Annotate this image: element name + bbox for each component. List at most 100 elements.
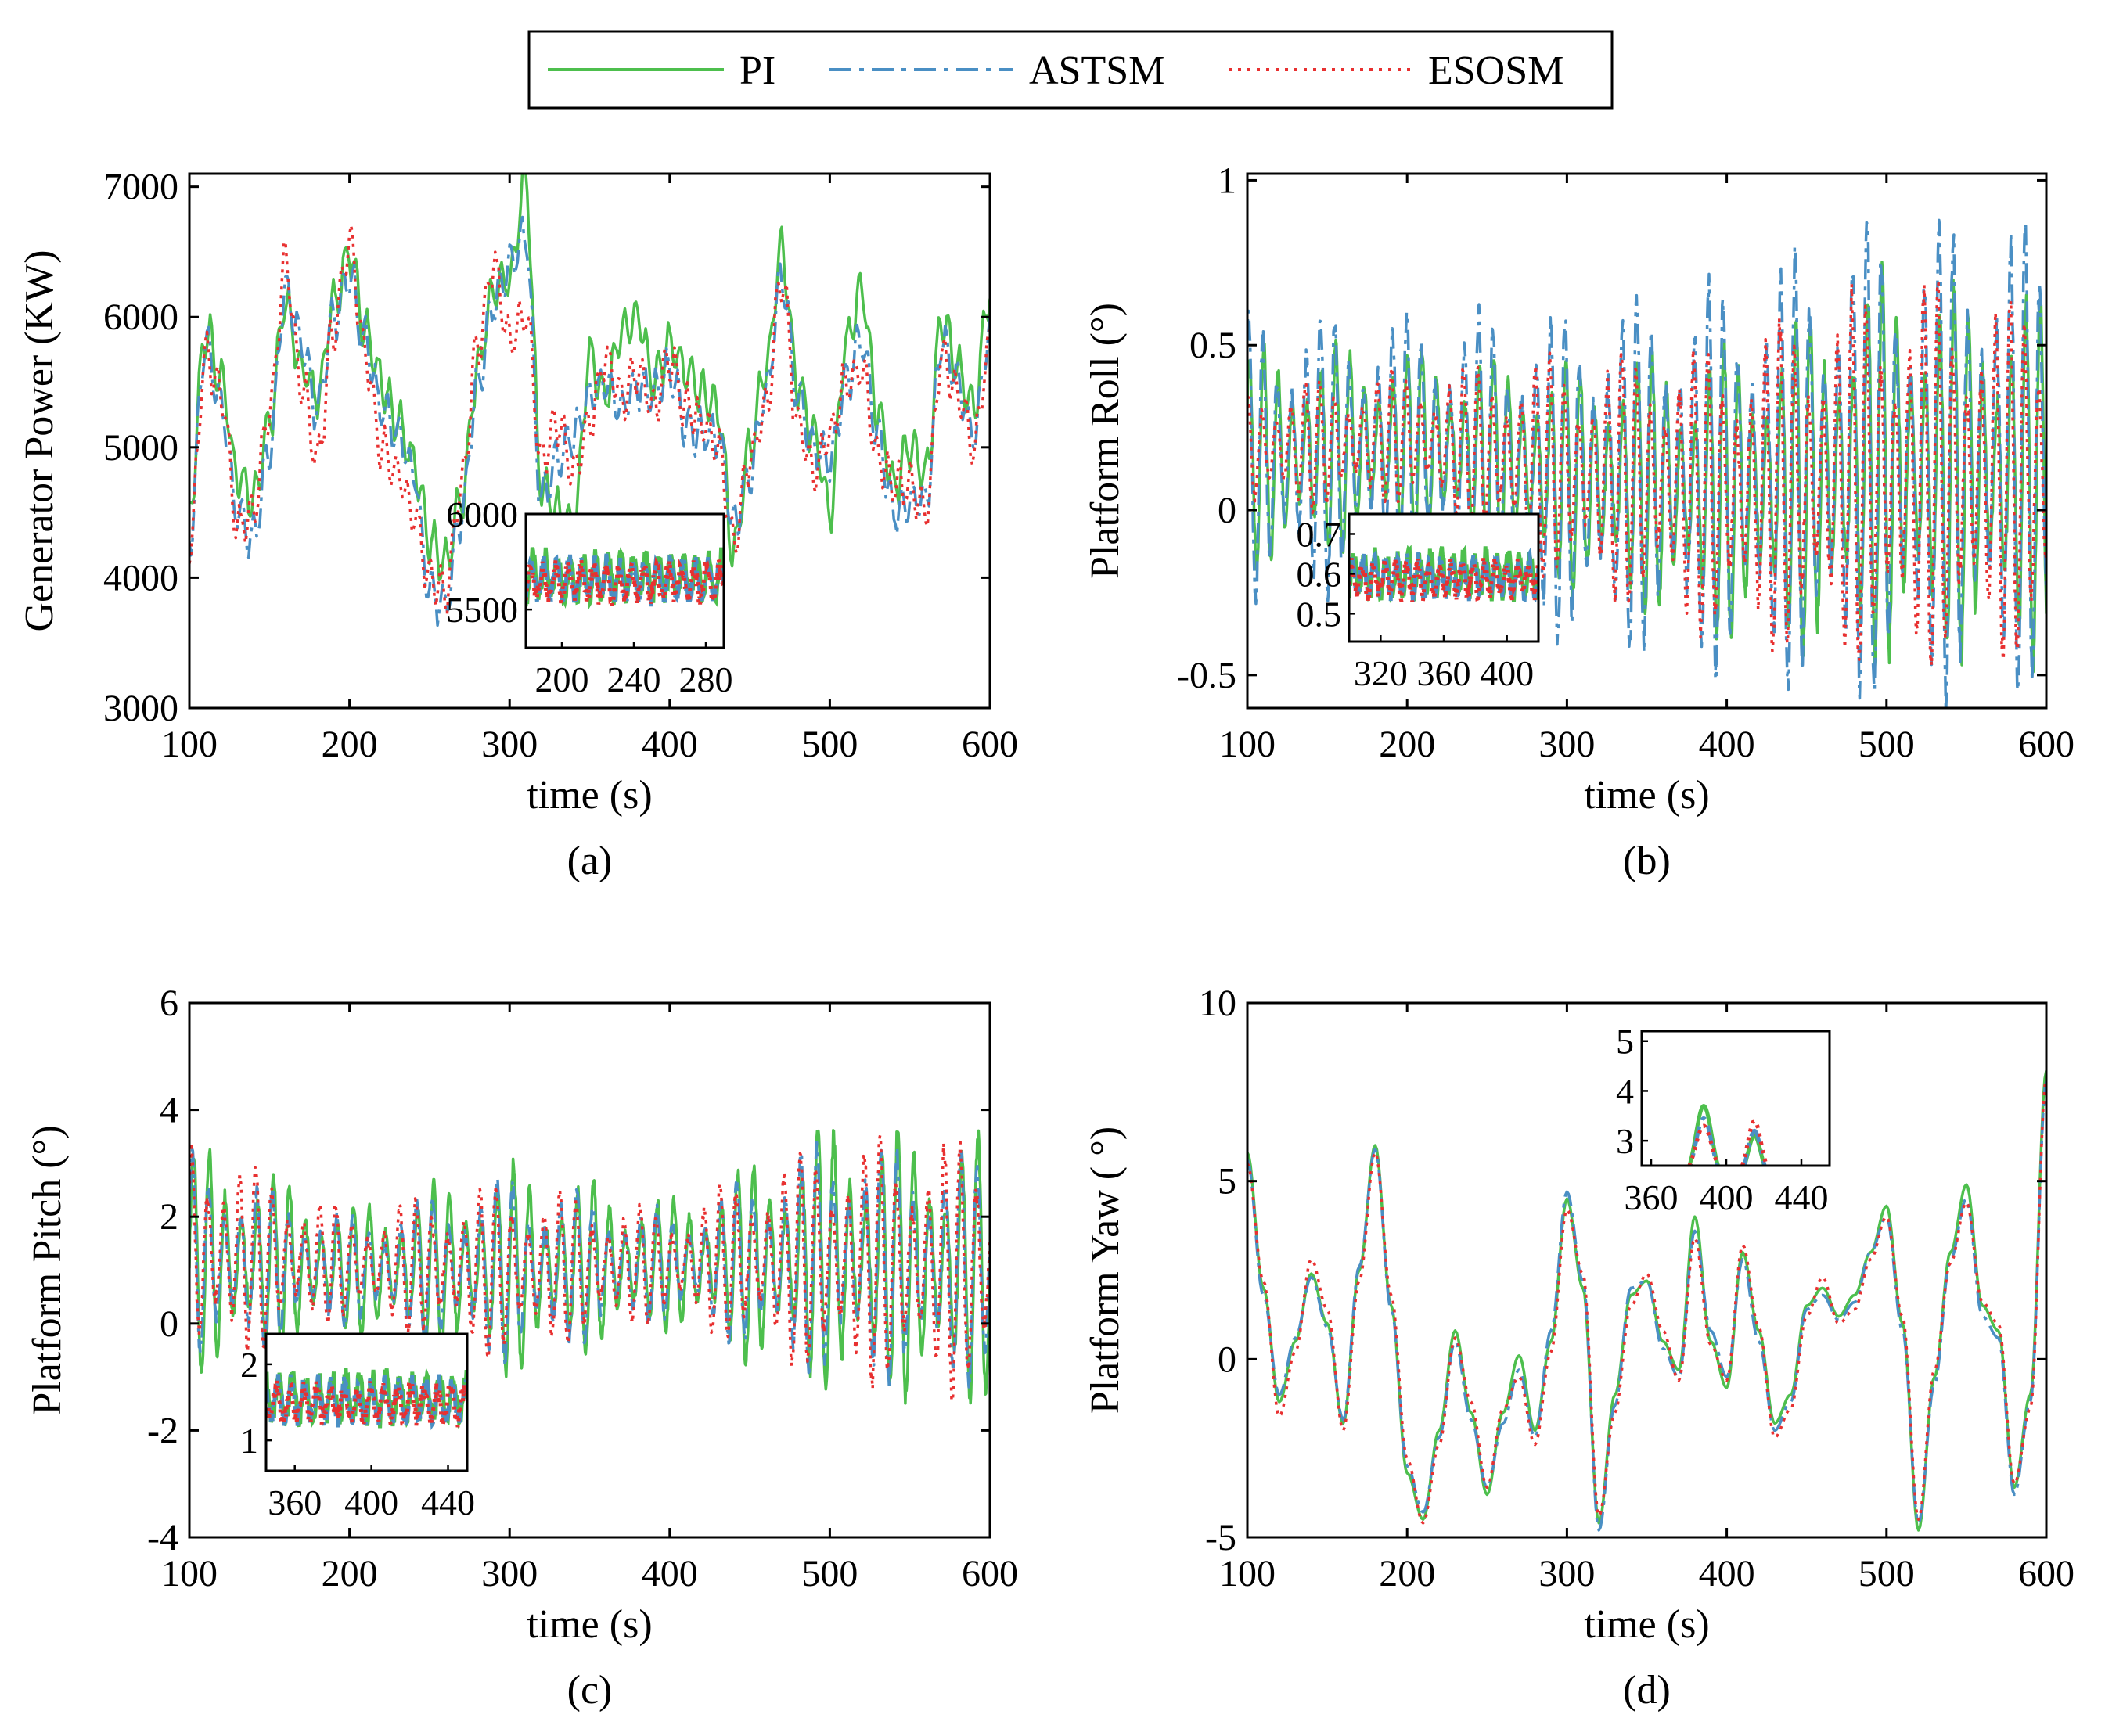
- y-tick-label: -0.5: [1177, 655, 1236, 696]
- x-tick-label: 100: [1219, 1553, 1276, 1594]
- y-axis-label: Platform Roll (°): [1083, 303, 1128, 579]
- inset-x-tick-label: 360: [1625, 1177, 1679, 1217]
- x-tick-label: 600: [2018, 1553, 2074, 1594]
- inset: 360 400 440 3 4 5: [1616, 1022, 1831, 1217]
- inset-x-tick-label: 360: [1417, 653, 1471, 693]
- y-tick-label: 0: [1218, 1339, 1236, 1380]
- inset-series-group: [266, 1367, 467, 1431]
- y-tick-label: 7000: [103, 167, 178, 208]
- x-tick-label: 500: [1859, 724, 1915, 765]
- x-tick-label: 500: [1859, 1553, 1915, 1594]
- inset-x-tick-label: 440: [421, 1483, 475, 1522]
- inset-y-tick-label: 5500: [446, 590, 518, 630]
- inset-x-tick-label: 280: [679, 660, 733, 699]
- legend-label-esosm: ESOSM: [1428, 49, 1563, 93]
- inset-x-tick-label: 440: [1775, 1177, 1829, 1217]
- axes-frame: [1246, 1001, 2048, 1539]
- x-tick-label: 200: [1379, 724, 1435, 765]
- x-tick-label: 500: [801, 724, 858, 765]
- panel-caption: (c): [567, 1668, 613, 1713]
- inset-x-tick-label: 200: [535, 660, 589, 699]
- inset-frame: [1640, 1030, 1831, 1167]
- y-tick-label: -2: [147, 1410, 178, 1451]
- y-tick-label: 5000: [103, 427, 178, 469]
- inset-y-tick-label: 3: [1616, 1121, 1634, 1161]
- inset-series-group: [526, 547, 724, 610]
- x-tick-label: 100: [161, 1553, 218, 1594]
- y-axis-label: Platform Pitch (°): [25, 1125, 70, 1414]
- legend: PI ASTSM ESOSM: [527, 30, 1614, 110]
- x-tick-label: 400: [642, 724, 698, 765]
- y-tick-label: 10: [1199, 983, 1236, 1024]
- x-tick-label: 200: [322, 1553, 378, 1594]
- y-tick-label: 6000: [103, 297, 178, 338]
- series-line-pi: [189, 174, 990, 582]
- x-tick-label: 400: [1699, 724, 1755, 765]
- y-tick-label: 4000: [103, 557, 178, 598]
- inset: 360 400 440 1 2: [240, 1332, 475, 1522]
- inset-area: [1642, 1031, 1830, 1166]
- x-axis-label: time (s): [1584, 1602, 1709, 1647]
- legend-label-pi: PI: [739, 49, 775, 93]
- axes-frame: [188, 172, 991, 710]
- axes-frame: [1246, 172, 2048, 710]
- inset-y-tick-label: 6000: [446, 494, 518, 534]
- y-tick-label: 6: [160, 983, 178, 1024]
- inset: 320 360 400 0.50.60.7: [1297, 512, 1540, 693]
- inset-y-tick-label: 4: [1616, 1071, 1634, 1111]
- y-tick-label: 5: [1218, 1161, 1236, 1202]
- y-tick-label: -5: [1205, 1517, 1236, 1558]
- panel-a: 100 200 300 400 500 600 3000 4000 5000 6000 7000 ti…: [17, 167, 1018, 883]
- panel-c: 100 200 300 400 500 600 -4 -2 0 2 4 6 time (s) Platfo…: [25, 983, 1018, 1713]
- series-line-esosm: [189, 1134, 990, 1403]
- y-axis-label: Generator Power (KW): [17, 250, 62, 631]
- series-group: [189, 174, 990, 627]
- inset-series-line-esosm: [526, 554, 724, 607]
- x-tick-label: 600: [2018, 724, 2074, 765]
- inset-y-tick-label: 1: [240, 1421, 258, 1461]
- x-tick-label: 600: [962, 724, 1018, 765]
- series-group: [189, 1128, 990, 1405]
- inset-y-tick-label: 0.5: [1297, 594, 1342, 634]
- inset-x-tick-label: 400: [344, 1483, 398, 1522]
- x-tick-label: 600: [962, 1553, 1018, 1594]
- x-tick-label: 200: [1379, 1553, 1435, 1594]
- axes-frame: [188, 1001, 991, 1539]
- legend-label-astsm: ASTSM: [1029, 49, 1164, 93]
- y-tick-label: 1: [1218, 160, 1236, 201]
- x-tick-label: 400: [642, 1553, 698, 1594]
- y-tick-label: 0.5: [1189, 325, 1236, 366]
- y-axis-label: Platform Yaw ( °): [1083, 1127, 1128, 1414]
- inset-frame: [524, 512, 725, 649]
- x-tick-label: 300: [1538, 724, 1595, 765]
- x-tick-label: 100: [161, 724, 218, 765]
- x-tick-label: 300: [1538, 1553, 1595, 1594]
- series-line-astsm: [1247, 1080, 2046, 1532]
- inset-y-tick-label: 0.6: [1297, 554, 1342, 594]
- inset-x-tick-label: 320: [1354, 653, 1408, 693]
- inset-series-line-esosm: [1349, 553, 1538, 603]
- series-line-astsm: [189, 215, 990, 627]
- inset-y-tick-label: 2: [240, 1345, 258, 1385]
- x-tick-label: 100: [1219, 724, 1276, 765]
- inset-x-tick-label: 240: [607, 660, 661, 699]
- inset-y-tick-label: 5: [1616, 1022, 1634, 1062]
- series-group: [1247, 218, 2046, 708]
- panel-d: 100 200 300 400 500 600 -5 0 5 10 time (s) Platform…: [1083, 983, 2074, 1713]
- inset-frame: [264, 1332, 469, 1472]
- series-line-astsm: [189, 1141, 990, 1392]
- y-tick-label: 2: [160, 1196, 178, 1238]
- x-axis-label: time (s): [527, 1602, 652, 1647]
- inset-y-tick-label: 0.7: [1297, 514, 1342, 554]
- inset-x-tick-label: 400: [1480, 653, 1534, 693]
- inset-series-line-esosm: [266, 1379, 467, 1428]
- y-tick-label: 4: [160, 1090, 178, 1131]
- x-tick-label: 300: [481, 1553, 538, 1594]
- y-tick-label: 3000: [103, 688, 178, 729]
- x-tick-label: 300: [481, 724, 538, 765]
- x-axis-label: time (s): [1584, 773, 1709, 818]
- x-tick-label: 500: [801, 1553, 858, 1594]
- series-line-esosm: [189, 224, 990, 616]
